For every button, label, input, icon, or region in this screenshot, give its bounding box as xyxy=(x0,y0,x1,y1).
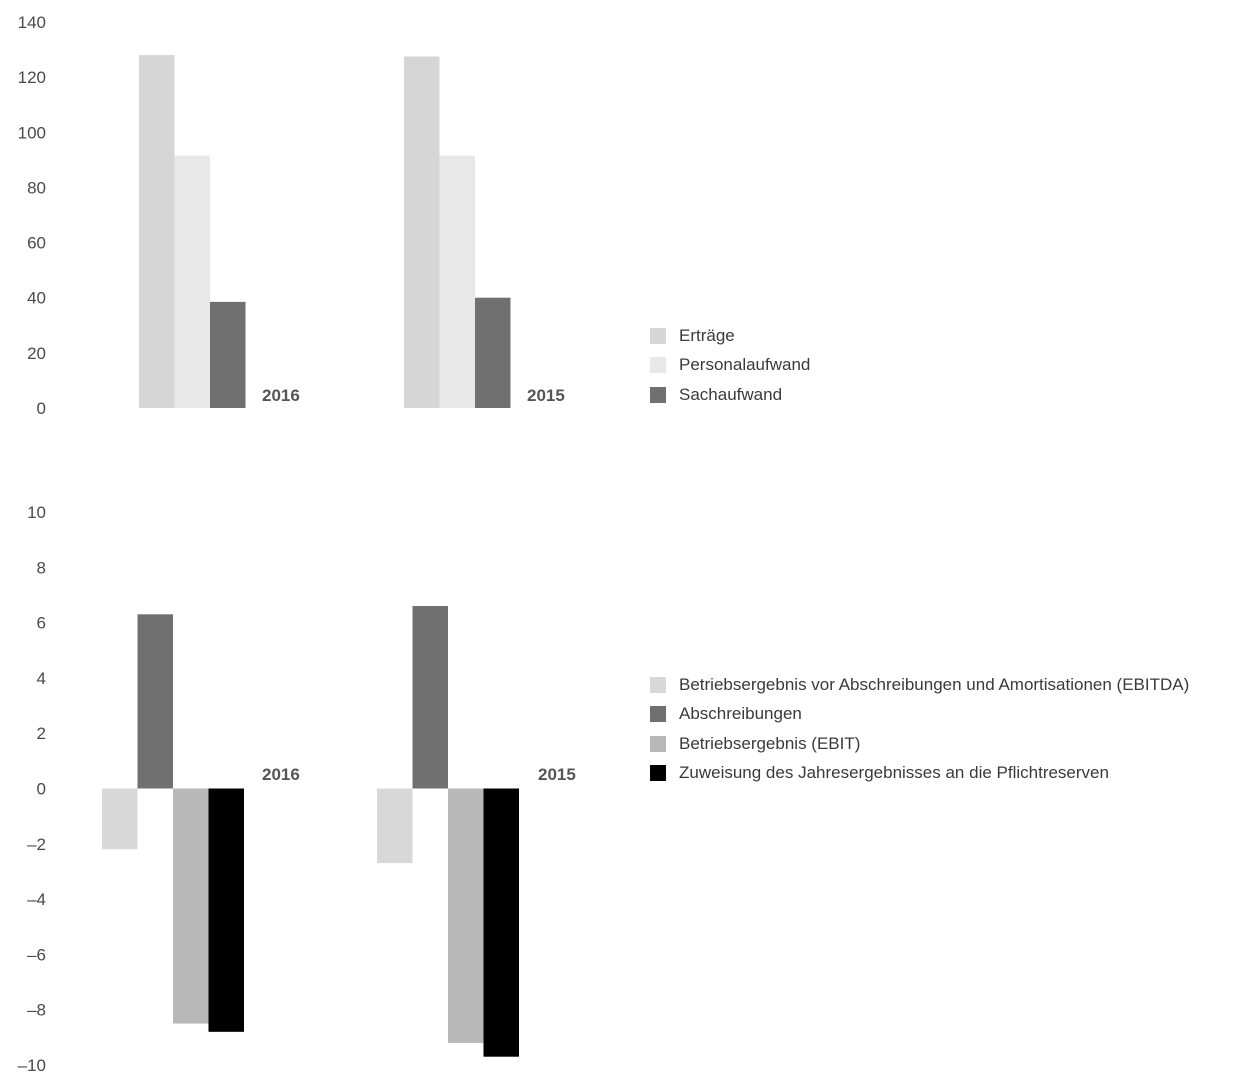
legend-label: Betriebsergebnis (EBIT) xyxy=(679,733,861,753)
legend-swatch xyxy=(650,765,666,782)
bar xyxy=(439,155,475,408)
y-tick-label: 100 xyxy=(18,123,46,142)
legend-swatch xyxy=(650,735,666,752)
category-label: 2015 xyxy=(527,386,565,405)
y-tick-label: 10 xyxy=(27,503,46,522)
legend-item-abschreibungen: Abschreibungen xyxy=(650,700,1189,730)
legend-swatch xyxy=(650,386,666,403)
bar xyxy=(412,606,448,789)
y-tick-label: 140 xyxy=(18,13,46,32)
category-label: 2015 xyxy=(538,765,576,784)
y-tick-label: 40 xyxy=(27,289,46,308)
bar xyxy=(448,788,484,1043)
y-tick-label: –8 xyxy=(27,1001,46,1020)
y-tick-label: 4 xyxy=(37,669,46,688)
bar xyxy=(404,56,440,408)
bar xyxy=(475,297,511,408)
legend-item-sachaufwand: Sachaufwand xyxy=(650,380,810,410)
y-tick-label: 0 xyxy=(37,399,46,418)
legend-swatch xyxy=(650,676,666,693)
legend-label: Betriebsergebnis vor Abschreibungen und … xyxy=(679,674,1190,694)
bar xyxy=(174,155,210,408)
legend-label: Sachaufwand xyxy=(679,384,783,404)
y-tick-label: –2 xyxy=(27,835,46,854)
y-tick-label: –4 xyxy=(27,890,46,909)
legend-item-ebit: Betriebsergebnis (EBIT) xyxy=(650,729,1189,759)
y-tick-label: 0 xyxy=(37,780,46,799)
legend-item-ertraege: Erträge xyxy=(650,321,810,351)
bar xyxy=(208,788,244,1032)
legend-item-personalaufwand: Personalaufwand xyxy=(650,351,810,381)
bar xyxy=(173,788,209,1024)
legend-label: Abschreibungen xyxy=(679,704,802,724)
legend-label: Erträge xyxy=(679,325,735,345)
legend-swatch xyxy=(650,327,666,344)
legend-label: Zuweisung des Jahresergebnisses an die P… xyxy=(679,763,1109,783)
category-label: 2016 xyxy=(262,386,300,405)
bar xyxy=(102,788,138,850)
legend-operating-result: Betriebsergebnis vor Abschreibungen und … xyxy=(650,670,1189,788)
y-tick-label: 20 xyxy=(27,344,46,363)
bar xyxy=(377,788,413,864)
legend-item-zuweisung: Zuweisung des Jahresergebnisses an die P… xyxy=(650,759,1189,789)
y-tick-label: 60 xyxy=(27,234,46,253)
y-tick-label: 8 xyxy=(37,558,46,577)
legend-label: Personalaufwand xyxy=(679,355,811,375)
chart-operating-result: 10 8 6 4 2 0 –2 –4 –6 –8 –10 2016 2015 xyxy=(18,503,576,1073)
y-tick-label: 2 xyxy=(37,724,46,743)
bar xyxy=(210,301,246,408)
bar xyxy=(137,614,173,789)
legend-item-ebitda: Betriebsergebnis vor Abschreibungen und … xyxy=(650,670,1189,700)
bar xyxy=(139,55,175,408)
y-tick-label: 6 xyxy=(37,614,46,633)
chart-income-expenses: 140 120 100 80 60 40 20 0 2016 2015 xyxy=(18,13,565,418)
y-tick-label: 120 xyxy=(18,68,46,87)
legend-income-expenses: Erträge Personalaufwand Sachaufwand xyxy=(650,321,810,410)
y-tick-label: 80 xyxy=(27,178,46,197)
y-tick-label: –6 xyxy=(27,945,46,964)
bar xyxy=(483,788,519,1057)
category-label: 2016 xyxy=(262,765,300,784)
y-tick-label: –10 xyxy=(18,1056,46,1073)
legend-swatch xyxy=(650,706,666,723)
legend-swatch xyxy=(650,357,666,374)
